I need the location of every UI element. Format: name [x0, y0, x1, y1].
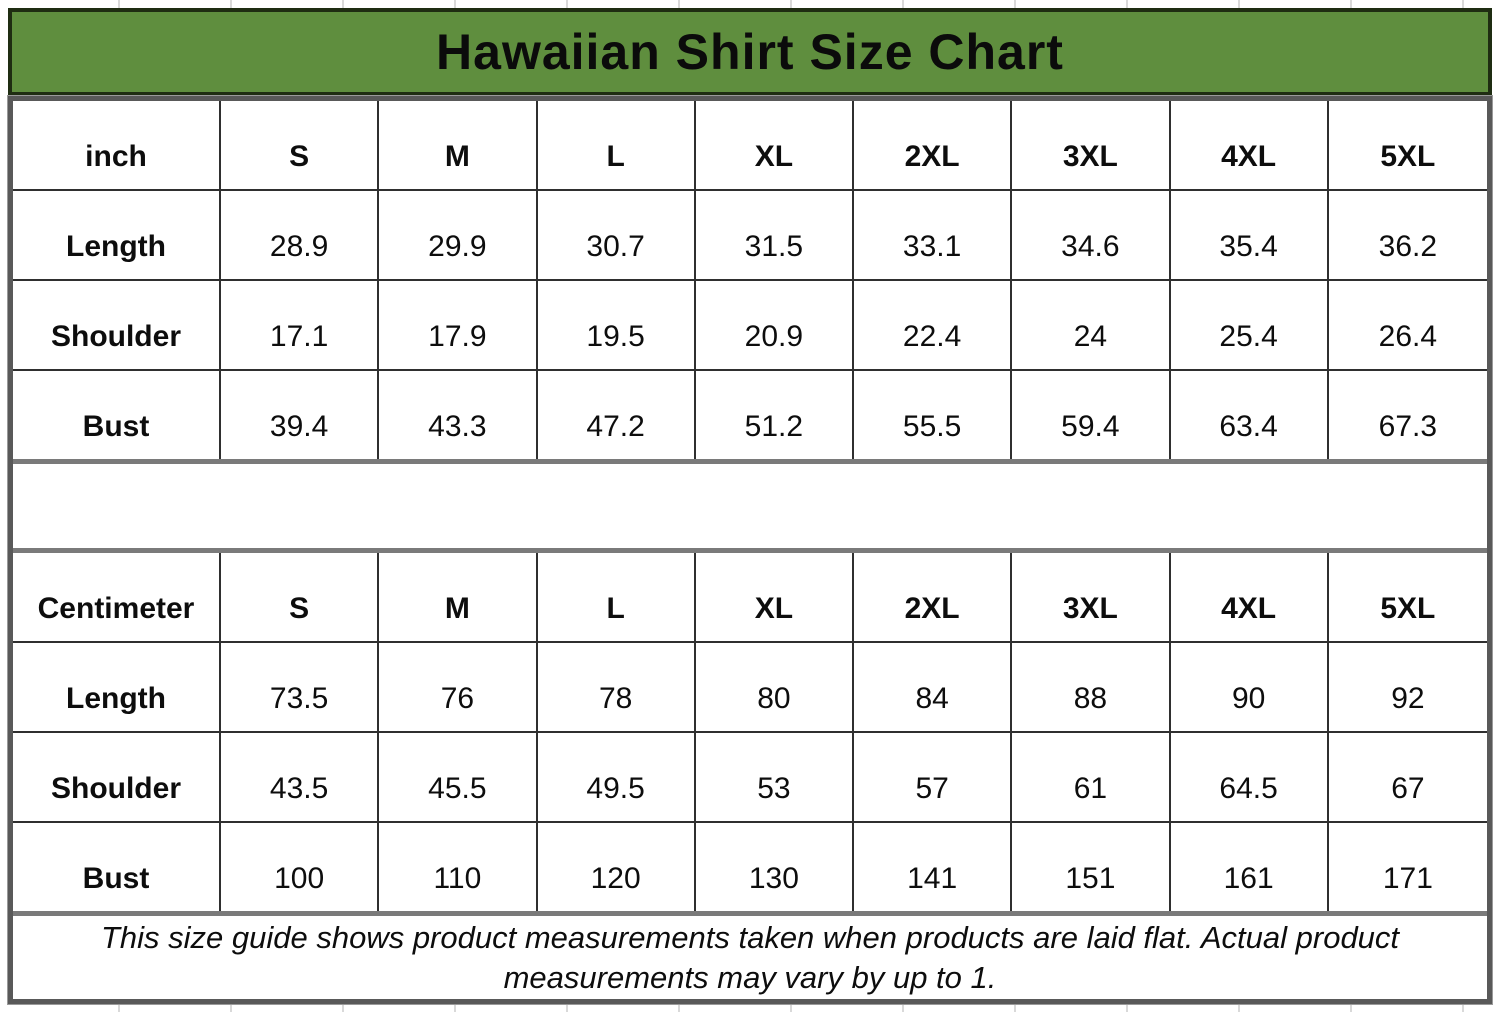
size-header-cell: 5XL: [1328, 101, 1487, 189]
value-cell: 30.7: [537, 191, 696, 279]
size-header-cell: 3XL: [1012, 101, 1171, 189]
value-cell: 63.4: [1170, 371, 1329, 459]
size-header-cell: 2XL: [854, 553, 1013, 641]
data-row-bust: Bust 39.4 43.3 47.2 51.2 55.5 59.4 63.4 67.3: [13, 369, 1487, 459]
value-cell: 90: [1170, 643, 1329, 731]
value-cell: 61: [1012, 733, 1171, 821]
value-cell: 17.9: [379, 281, 538, 369]
value-cell: 31.5: [695, 191, 854, 279]
value-cell: 22.4: [854, 281, 1013, 369]
data-row-bust: Bust 100 110 120 130 141 151 161 171: [13, 821, 1487, 911]
value-cell: 36.2: [1328, 191, 1487, 279]
value-cell: 47.2: [537, 371, 696, 459]
value-cell: 24: [1012, 281, 1171, 369]
size-header-cell: M: [379, 553, 538, 641]
value-cell: 161: [1170, 823, 1329, 911]
value-cell: 29.9: [379, 191, 538, 279]
row-label-cell: Bust: [13, 371, 221, 459]
size-header-cell: 4XL: [1170, 101, 1329, 189]
size-header-cell: L: [537, 553, 696, 641]
size-chart-frame: inch S M L XL 2XL 3XL 4XL 5XL Length 28.9 29.9 30.7 3…: [7, 95, 1493, 1005]
size-header-cell: M: [379, 101, 538, 189]
page-title: Hawaiian Shirt Size Chart: [436, 24, 1064, 80]
value-cell: 28.9: [221, 191, 380, 279]
value-cell: 34.6: [1012, 191, 1171, 279]
value-cell: 171: [1328, 823, 1487, 911]
value-cell: 43.3: [379, 371, 538, 459]
value-cell: 51.2: [695, 371, 854, 459]
value-cell: 67.3: [1328, 371, 1487, 459]
value-cell: 57: [854, 733, 1013, 821]
value-cell: 33.1: [854, 191, 1013, 279]
value-cell: 59.4: [1012, 371, 1171, 459]
value-cell: 55.5: [854, 371, 1013, 459]
size-header-cell: 4XL: [1170, 553, 1329, 641]
value-cell: 26.4: [1328, 281, 1487, 369]
unit-header-cell: Centimeter: [13, 553, 221, 641]
data-row-length: Length 28.9 29.9 30.7 31.5 33.1 34.6 35.4 36.2: [13, 189, 1487, 279]
sheet-gridlines-top: [8, 0, 1492, 8]
data-row-shoulder: Shoulder 43.5 45.5 49.5 53 57 61 64.5 67: [13, 731, 1487, 821]
size-header-cell: XL: [695, 553, 854, 641]
value-cell: 84: [854, 643, 1013, 731]
size-header-cell: 5XL: [1328, 553, 1487, 641]
row-label-cell: Bust: [13, 823, 221, 911]
value-cell: 141: [854, 823, 1013, 911]
header-row: Centimeter S M L XL 2XL 3XL 4XL 5XL: [13, 553, 1487, 641]
row-label-cell: Shoulder: [13, 281, 221, 369]
value-cell: 17.1: [221, 281, 380, 369]
size-header-cell: XL: [695, 101, 854, 189]
value-cell: 45.5: [379, 733, 538, 821]
measurement-note: This size guide shows product measuremen…: [13, 911, 1487, 999]
value-cell: 43.5: [221, 733, 380, 821]
value-cell: 76: [379, 643, 538, 731]
size-header-cell: 3XL: [1012, 553, 1171, 641]
value-cell: 151: [1012, 823, 1171, 911]
value-cell: 88: [1012, 643, 1171, 731]
value-cell: 120: [537, 823, 696, 911]
sheet-gridlines-bottom: [8, 1004, 1492, 1012]
size-header-cell: 2XL: [854, 101, 1013, 189]
value-cell: 39.4: [221, 371, 380, 459]
data-row-shoulder: Shoulder 17.1 17.9 19.5 20.9 22.4 24 25.4 26.4: [13, 279, 1487, 369]
value-cell: 20.9: [695, 281, 854, 369]
value-cell: 73.5: [221, 643, 380, 731]
value-cell: 130: [695, 823, 854, 911]
value-cell: 25.4: [1170, 281, 1329, 369]
value-cell: 64.5: [1170, 733, 1329, 821]
size-header-cell: S: [221, 553, 380, 641]
value-cell: 35.4: [1170, 191, 1329, 279]
value-cell: 78: [537, 643, 696, 731]
value-cell: 80: [695, 643, 854, 731]
value-cell: 19.5: [537, 281, 696, 369]
table-spacer-row: [13, 459, 1487, 553]
row-label-cell: Length: [13, 643, 221, 731]
value-cell: 53: [695, 733, 854, 821]
row-label-cell: Length: [13, 191, 221, 279]
note-line-1: This size guide shows product measuremen…: [100, 920, 1400, 955]
value-cell: 110: [379, 823, 538, 911]
note-line-2: measurements may vary by up to 1.: [503, 960, 997, 995]
header-row: inch S M L XL 2XL 3XL 4XL 5XL: [13, 101, 1487, 189]
data-row-length: Length 73.5 76 78 80 84 88 90 92: [13, 641, 1487, 731]
chart-title-band: Hawaiian Shirt Size Chart: [8, 8, 1492, 96]
value-cell: 100: [221, 823, 380, 911]
size-header-cell: L: [537, 101, 696, 189]
value-cell: 92: [1328, 643, 1487, 731]
value-cell: 49.5: [537, 733, 696, 821]
value-cell: 67: [1328, 733, 1487, 821]
unit-header-cell: inch: [13, 101, 221, 189]
size-header-cell: S: [221, 101, 380, 189]
centimeter-size-table: Centimeter S M L XL 2XL 3XL 4XL 5XL Length 73.5 76 7…: [13, 553, 1487, 911]
row-label-cell: Shoulder: [13, 733, 221, 821]
inch-size-table: inch S M L XL 2XL 3XL 4XL 5XL Length 28.9 29.9 30.7 3…: [13, 101, 1487, 459]
